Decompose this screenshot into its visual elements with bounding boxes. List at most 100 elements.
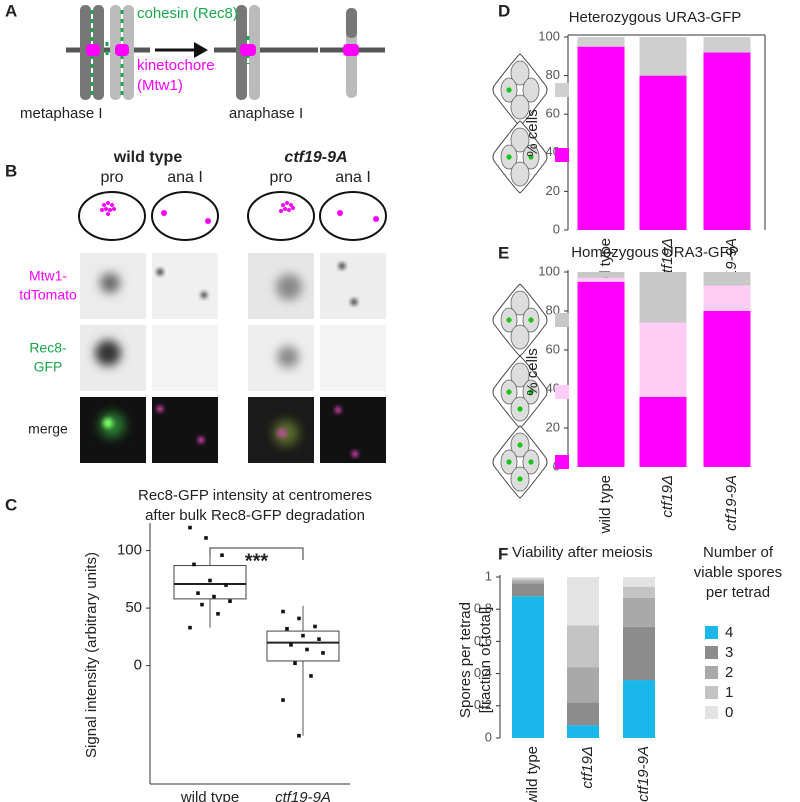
row-label: tdTomato (19, 287, 77, 303)
row-label: merge (28, 421, 68, 437)
legend-label: 0 (725, 704, 733, 721)
data-point (212, 594, 216, 599)
y-axis-label: [fraction of total] (477, 607, 494, 714)
spore (510, 161, 530, 187)
legend-label: 4 (725, 624, 733, 641)
y-tick-label: 60 (546, 106, 560, 121)
x-tick-label: ctf19-9A (635, 746, 652, 802)
gfp-dot (506, 154, 512, 160)
stage-label: pro (269, 169, 292, 186)
box (173, 565, 247, 600)
x-tick-label: ctf19Δ (659, 238, 676, 281)
bar-segment (639, 322, 687, 397)
bar-segment (703, 285, 751, 311)
bar-segment (639, 37, 687, 76)
data-point (309, 674, 313, 678)
legend-swatch (555, 385, 569, 399)
chart-title: Homozygous URA3-GFP (571, 244, 739, 261)
stage-label: ana I (167, 169, 203, 186)
bar-segment (703, 311, 751, 467)
bar-segment (512, 577, 544, 579)
data-point (297, 616, 301, 621)
gfp-dot (517, 442, 523, 448)
legend-swatch (705, 686, 718, 699)
chart-title: Viability after meiosis (512, 544, 653, 561)
bar-segment (623, 586, 655, 598)
chart-title: Heterozygous URA3-GFP (569, 9, 742, 26)
bar-segment (623, 680, 655, 738)
legend-label: 3 (725, 644, 733, 661)
x-tick-label: wild type (597, 475, 614, 534)
gfp-dot (528, 154, 534, 160)
y-tick-label: 1 (485, 568, 492, 583)
data-point (281, 698, 285, 702)
row-label: Mtw1- (29, 268, 67, 284)
gfp-dot (517, 476, 523, 482)
bar-segment (577, 46, 625, 231)
y-tick-label: 20 (546, 419, 560, 434)
spore (510, 362, 530, 388)
spore (510, 60, 530, 86)
data-point (196, 591, 200, 595)
bar-segment (567, 667, 599, 703)
bar-segment (567, 725, 599, 738)
bar-segment (577, 272, 625, 278)
y-axis-label: Spores per tetrad (457, 602, 474, 718)
panel-label: A (5, 1, 17, 20)
data-point (216, 612, 220, 616)
y-axis-label: Signal intensity (arbitrary units) (83, 552, 100, 758)
data-point (305, 647, 309, 652)
data-point (228, 599, 232, 603)
y-tick-label: 100 (117, 542, 142, 559)
strain-label: ctf19-9A (284, 149, 347, 166)
bar-segment (703, 52, 751, 230)
bar-segment (567, 577, 599, 626)
significance-label: *** (245, 550, 269, 572)
x-tick-label: ctf19-9A (275, 789, 331, 802)
bar-segment (639, 75, 687, 230)
legend-swatch (705, 646, 718, 659)
bar-segment (623, 626, 655, 681)
y-tick-label: 100 (538, 28, 560, 43)
bar-segment (577, 277, 625, 282)
x-tick-label: ctf19Δ (659, 475, 676, 518)
data-point (289, 643, 293, 647)
bar-segment (639, 396, 687, 467)
gfp-dot (528, 317, 534, 323)
data-point (281, 609, 285, 614)
gfp-dot (528, 389, 534, 395)
spore (510, 290, 530, 316)
bar-segment (577, 37, 625, 47)
legend-title: viable spores (694, 564, 782, 581)
y-tick-label: 0 (485, 729, 492, 744)
bar-segment (623, 597, 655, 627)
data-point (208, 578, 212, 583)
x-tick-label: wild type (180, 789, 239, 802)
legend-swatch (555, 313, 569, 327)
y-tick-label: 20 (546, 183, 560, 198)
cohesin-label: cohesin (Rec8) (137, 5, 238, 22)
x-tick-label: ctf19-9A (723, 475, 740, 531)
bar-segment (512, 580, 544, 584)
bar-segment (703, 272, 751, 286)
y-tick-label: 100 (538, 263, 560, 278)
y-tick-label: 60 (546, 341, 560, 356)
data-point (321, 651, 325, 655)
bar-segment (567, 625, 599, 668)
stage-label: metaphase I (20, 105, 103, 122)
data-point (224, 583, 228, 587)
legend-label: 2 (725, 664, 733, 681)
panel-label: E (498, 243, 509, 262)
data-point (188, 625, 192, 630)
chart-title: after bulk Rec8-GFP degradation (145, 507, 365, 524)
y-tick-label: 0.6 (474, 633, 492, 648)
stage-label: pro (100, 169, 123, 186)
bar-segment (703, 37, 751, 53)
y-tick-label: 0 (553, 221, 560, 236)
y-tick-label: 80 (546, 67, 560, 82)
significance-bracket (209, 547, 304, 560)
data-point (220, 553, 224, 557)
legend-swatch (705, 626, 718, 639)
data-point (204, 536, 208, 540)
